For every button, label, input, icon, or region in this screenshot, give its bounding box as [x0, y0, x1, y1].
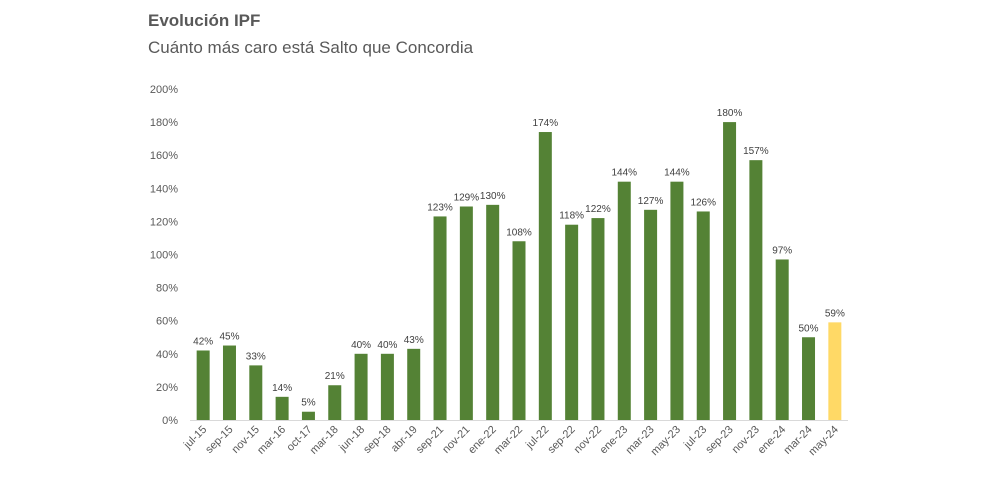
data-label: 122%: [585, 204, 611, 215]
bar-sep-15: [222, 345, 236, 420]
data-label: 42%: [193, 336, 213, 347]
bar-mar-18: [328, 385, 342, 420]
data-label: 180%: [717, 108, 743, 119]
data-label: 40%: [351, 340, 371, 351]
y-tick-label: 80%: [156, 283, 178, 295]
data-label: 130%: [480, 191, 506, 202]
data-label: 43%: [404, 335, 424, 346]
y-tick-label: 40%: [156, 349, 178, 361]
bar-mar-16: [275, 396, 289, 420]
data-label: 157%: [743, 146, 769, 157]
data-label: 14%: [272, 383, 292, 394]
y-tick-label: 160%: [150, 150, 178, 162]
x-tick-label: mar-18: [308, 424, 341, 457]
data-label: 33%: [246, 351, 266, 362]
y-tick-label: 100%: [150, 250, 178, 262]
bar-nov-15: [249, 365, 263, 420]
bar-may-23: [670, 181, 684, 420]
bar-abr-19: [407, 348, 421, 420]
y-tick-label: 200%: [150, 84, 178, 96]
bars: [196, 122, 842, 421]
bar-ene-23: [617, 181, 631, 420]
chart-title: Evolución IPF: [148, 11, 261, 30]
bar-ene-22: [486, 204, 500, 420]
bar-mar-22: [512, 241, 526, 420]
y-tick-label: 120%: [150, 216, 178, 228]
x-tick-label: nov-23: [730, 424, 762, 456]
data-label: 129%: [454, 193, 480, 204]
data-label: 126%: [690, 197, 716, 208]
bar-nov-21: [459, 206, 473, 420]
bar-nov-23: [749, 160, 763, 421]
bar-mar-23: [644, 209, 658, 420]
data-label: 108%: [506, 227, 532, 238]
x-tick-label: sep-22: [545, 424, 577, 456]
x-tick-label: mar-16: [255, 424, 288, 457]
y-axis: 0% 20% 40% 60% 80% 100% 120% 140% 160% 180% 200%: [150, 84, 178, 427]
bar-jul-15: [196, 350, 210, 420]
bar-jun-18: [354, 353, 368, 420]
y-tick-label: 0%: [162, 415, 178, 427]
x-tick-label: mar-22: [492, 424, 525, 457]
bar-nov-22: [591, 218, 605, 420]
data-label: 127%: [638, 196, 664, 207]
data-label: 97%: [772, 245, 792, 256]
data-label: 123%: [427, 202, 453, 213]
x-tick-label: sep-18: [361, 424, 393, 456]
x-tick-label: nov-21: [440, 424, 472, 456]
y-tick-label: 140%: [150, 183, 178, 195]
data-label: 21%: [325, 371, 345, 382]
x-tick-label: may-24: [807, 424, 841, 458]
data-label: 144%: [611, 168, 637, 179]
bar-jul-23: [696, 211, 710, 420]
bar-sep-18: [380, 353, 394, 420]
y-tick-label: 180%: [150, 117, 178, 129]
data-label: 50%: [799, 323, 819, 334]
data-label: 59%: [825, 308, 845, 319]
x-axis-labels: jul-15sep-15nov-15mar-16oct-17mar-18jun-…: [181, 424, 841, 458]
y-tick-label: 20%: [156, 382, 178, 394]
data-label: 174%: [533, 118, 559, 129]
data-label: 118%: [559, 211, 584, 222]
x-tick-label: may-23: [649, 424, 683, 458]
data-label: 5%: [301, 398, 316, 409]
x-tick-label: sep-15: [203, 424, 235, 456]
bar-jul-22: [538, 132, 552, 420]
bar-sep-22: [565, 224, 579, 420]
chart-subtitle: Cuánto más caro está Salto que Concordia: [148, 38, 474, 57]
y-tick-label: 60%: [156, 316, 178, 328]
x-tick-label: sep-21: [414, 424, 446, 456]
data-label: 144%: [664, 168, 690, 179]
bar-sep-21: [433, 216, 447, 420]
bar-ene-24: [775, 259, 789, 420]
bar-may-24: [828, 322, 842, 420]
bar-oct-17: [301, 411, 315, 420]
data-labels: 42% 45% 33% 14% 5% 21% 40% 40% 43% 123%129% 130% 10…: [193, 108, 845, 409]
bar-mar-24: [802, 337, 816, 420]
x-tick-label: sep-23: [703, 424, 735, 456]
x-tick-label: nov-22: [572, 424, 604, 456]
data-label: 40%: [377, 340, 397, 351]
bar-sep-23: [723, 122, 737, 420]
data-label: 45%: [219, 332, 239, 343]
